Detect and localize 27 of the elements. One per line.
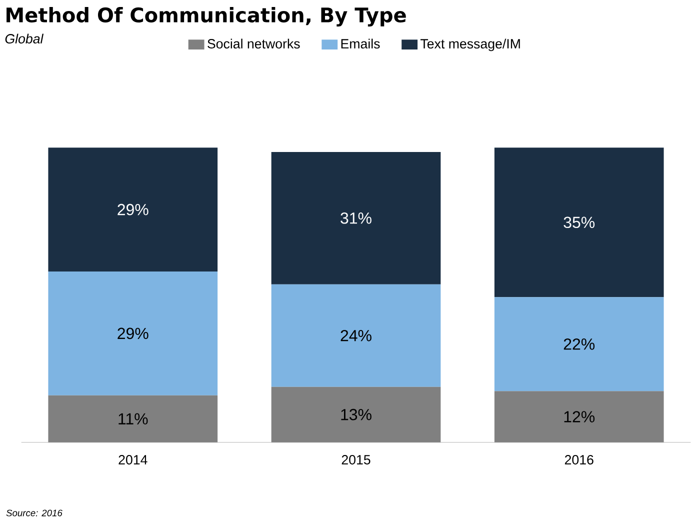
data-label: 11% bbox=[118, 413, 148, 424]
bar bbox=[48, 272, 218, 396]
bar bbox=[271, 284, 441, 387]
data-label: 29% bbox=[118, 328, 148, 340]
data-label: 13% bbox=[341, 408, 372, 420]
bar bbox=[494, 391, 664, 442]
bar bbox=[48, 395, 218, 442]
data-label: 24% bbox=[340, 330, 372, 342]
bar bbox=[271, 386, 441, 442]
legend-label: Emails bbox=[341, 38, 380, 48]
data-label: 35% bbox=[564, 216, 595, 228]
bar bbox=[494, 297, 664, 392]
data-label: 12% bbox=[564, 411, 595, 422]
chart-subtitle: Global bbox=[5, 34, 44, 44]
legend-label: Text message/IM bbox=[420, 38, 520, 52]
x-tick-label: 2015 bbox=[342, 455, 370, 464]
bar bbox=[48, 148, 218, 272]
legend-label: Social networks bbox=[208, 38, 300, 48]
chart-title: Method Of Communication, By Type bbox=[6, 7, 406, 27]
bar bbox=[271, 152, 441, 284]
data-label: 29% bbox=[118, 204, 148, 216]
x-tick-label: 2014 bbox=[118, 455, 148, 464]
data-label: 31% bbox=[340, 212, 372, 224]
source-note: Source: 2016 bbox=[6, 510, 62, 516]
data-label: 22% bbox=[564, 338, 595, 350]
x-tick-label: 2016 bbox=[564, 455, 594, 464]
bar bbox=[494, 148, 664, 298]
